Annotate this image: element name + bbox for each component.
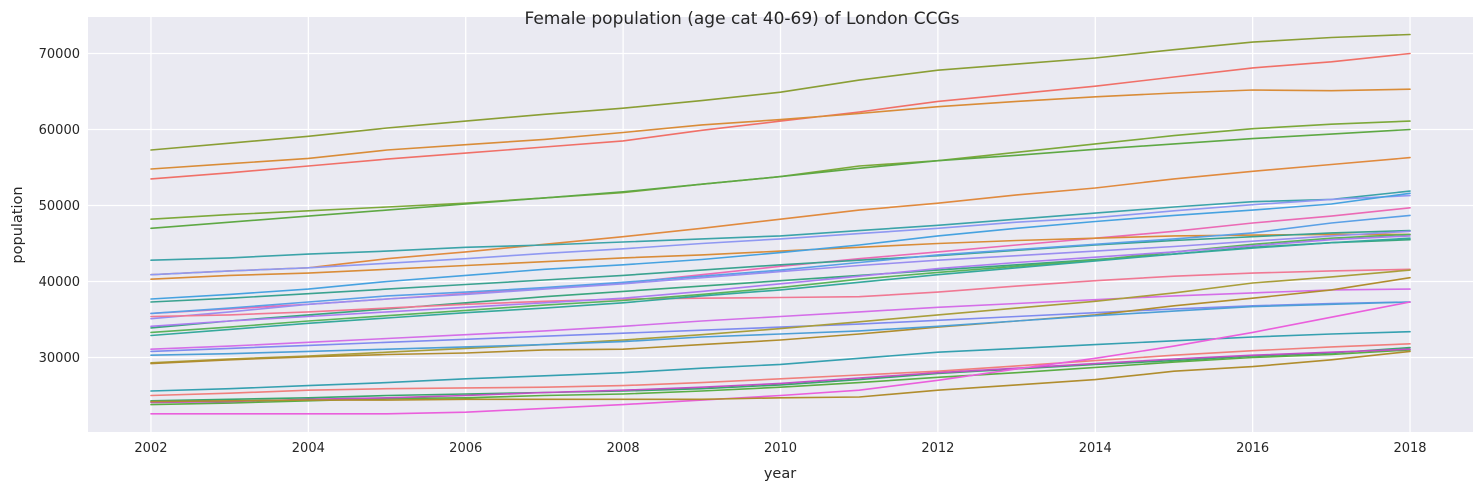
series-line-24: [150, 301, 1411, 357]
series-lines: [150, 33, 1411, 415]
series-line-30: [150, 301, 1411, 415]
series-line-2: [150, 52, 1411, 180]
x-axis-label: year: [764, 466, 796, 482]
x-tick-label: 2012: [921, 441, 954, 456]
x-tick-label: 2014: [1079, 441, 1112, 456]
y-tick-label: 40000: [39, 275, 80, 290]
series-line-29: [150, 348, 1411, 404]
series-line-6: [150, 156, 1411, 276]
series-line-25: [150, 330, 1411, 392]
y-tick-label: 50000: [39, 199, 80, 214]
y-tick-label: 30000: [39, 351, 80, 366]
x-tick-label: 2006: [449, 441, 482, 456]
series-line-8: [150, 194, 1411, 276]
series-line-16: [150, 268, 1411, 318]
series-line-14: [150, 230, 1411, 320]
y-axis-label: population: [10, 186, 26, 263]
x-tick-label: 2018: [1393, 441, 1426, 456]
x-tick-label: 2008: [607, 441, 640, 456]
series-line-31: [150, 350, 1411, 403]
series-line-26: [150, 342, 1411, 397]
series-line-5: [150, 128, 1411, 230]
x-tick-label: 2016: [1236, 441, 1269, 456]
series-line-12: [150, 229, 1411, 303]
series-line-22: [150, 269, 1411, 364]
y-tick-label: 70000: [39, 47, 80, 62]
series-line-3: [150, 88, 1411, 170]
y-tick-label: 60000: [39, 123, 80, 138]
series-line-1: [150, 33, 1411, 151]
series-line-11: [150, 192, 1411, 300]
x-tick-labels: 2002 2004 2006 2008 2010 2012 2014 2016 2018: [134, 441, 1426, 456]
x-tick-label: 2002: [134, 441, 167, 456]
series-line-13: [150, 214, 1411, 315]
series-line-23: [150, 276, 1411, 365]
y-tick-labels: 30000 40000 50000 60000 70000: [39, 47, 80, 366]
x-tick-label: 2004: [292, 441, 325, 456]
series-line-27: [150, 346, 1411, 402]
series-line-7: [150, 190, 1411, 262]
x-tick-label: 2010: [764, 441, 797, 456]
series-line-21: [150, 301, 1411, 353]
series-line-18: [150, 235, 1411, 328]
series-line-19: [150, 237, 1411, 337]
series-line-20: [150, 288, 1411, 351]
chart-title: Female population (age cat 40-69) of Lon…: [525, 9, 960, 29]
series-line-10: [150, 233, 1411, 281]
